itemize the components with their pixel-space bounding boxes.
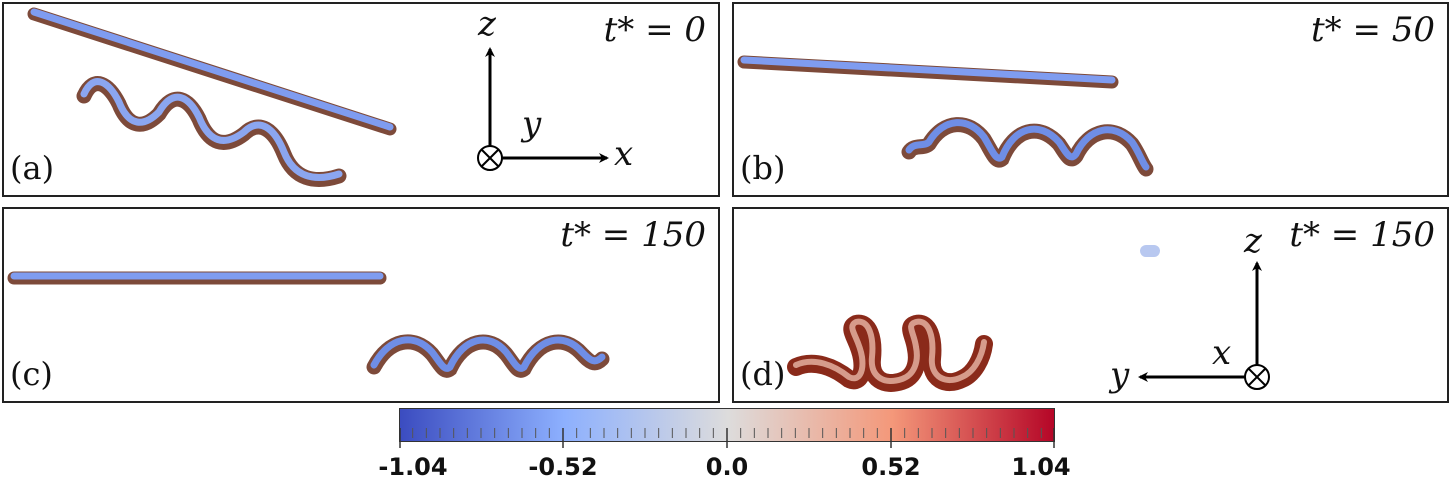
time-label-d: t* = 150: [1289, 215, 1435, 255]
y-axis-label-a: y: [522, 104, 542, 144]
helix-d: [787, 314, 993, 392]
time-label-c: t* = 150: [560, 215, 706, 255]
colorbar-tick-label: 0.52: [861, 453, 921, 481]
colorbar-tick-label: 1.04: [1011, 453, 1071, 481]
panel-label-a: (a): [10, 149, 55, 187]
panel-a-scene: [27, 7, 609, 187]
panel-d: z x y t* = 150 (d): [732, 207, 1449, 403]
colorbar-tick-label: -0.52: [528, 453, 598, 481]
z-axis-label-a: z: [478, 4, 496, 44]
colorbar-ticks: [399, 428, 1055, 448]
x-axis-label-d: x: [1212, 333, 1232, 373]
helix-c: [366, 334, 610, 378]
panel-b-scene: [737, 55, 1154, 177]
z-axis-label-d: z: [1244, 221, 1262, 261]
panel-label-c: (c): [10, 355, 53, 393]
panel-d-scene: [787, 244, 1270, 392]
colorbar-tick-label: 0.0: [705, 453, 749, 481]
panel-a: z y x t* = 0 (a): [2, 2, 720, 197]
time-label-a: t* = 0: [603, 10, 706, 50]
x-axis-label-a: x: [614, 134, 634, 174]
panel-c: t* = 150 (c): [2, 207, 720, 403]
panel-b: t* = 50 (b): [732, 2, 1449, 197]
time-label-b: t* = 50: [1310, 10, 1435, 50]
colorbar-tick-label: -1.04: [378, 453, 448, 481]
panel-c-scene: [7, 271, 610, 378]
panel-label-d: (d): [740, 355, 786, 393]
y-axis-label-d: y: [1110, 355, 1130, 395]
panel-label-b: (b): [740, 149, 786, 187]
